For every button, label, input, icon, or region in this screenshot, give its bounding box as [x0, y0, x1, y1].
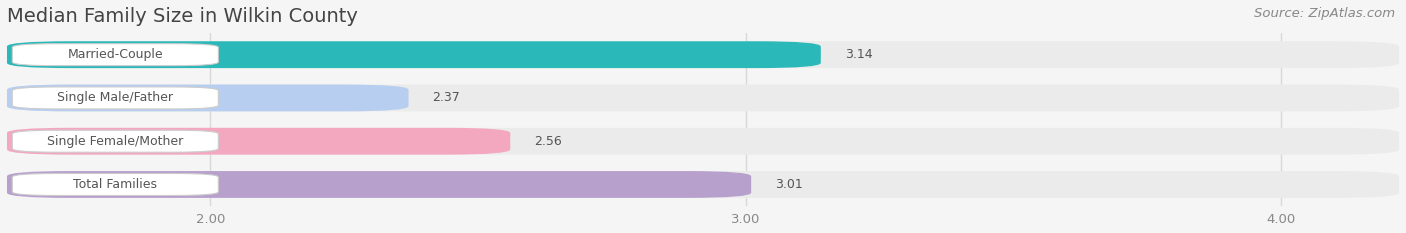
- Text: 2.37: 2.37: [433, 91, 460, 104]
- FancyBboxPatch shape: [7, 171, 1399, 198]
- FancyBboxPatch shape: [13, 44, 218, 66]
- FancyBboxPatch shape: [7, 128, 1399, 155]
- FancyBboxPatch shape: [7, 85, 409, 111]
- Text: 3.14: 3.14: [845, 48, 873, 61]
- Text: Single Female/Mother: Single Female/Mother: [48, 135, 183, 148]
- FancyBboxPatch shape: [13, 130, 218, 152]
- FancyBboxPatch shape: [13, 174, 218, 195]
- FancyBboxPatch shape: [7, 128, 510, 155]
- Text: Total Families: Total Families: [73, 178, 157, 191]
- FancyBboxPatch shape: [13, 87, 218, 109]
- FancyBboxPatch shape: [7, 41, 1399, 68]
- Text: Married-Couple: Married-Couple: [67, 48, 163, 61]
- Text: Source: ZipAtlas.com: Source: ZipAtlas.com: [1254, 7, 1395, 20]
- Text: 2.56: 2.56: [534, 135, 562, 148]
- FancyBboxPatch shape: [7, 41, 821, 68]
- FancyBboxPatch shape: [7, 85, 1399, 111]
- FancyBboxPatch shape: [7, 171, 751, 198]
- Text: 3.01: 3.01: [775, 178, 803, 191]
- Text: Single Male/Father: Single Male/Father: [58, 91, 173, 104]
- Text: Median Family Size in Wilkin County: Median Family Size in Wilkin County: [7, 7, 357, 26]
